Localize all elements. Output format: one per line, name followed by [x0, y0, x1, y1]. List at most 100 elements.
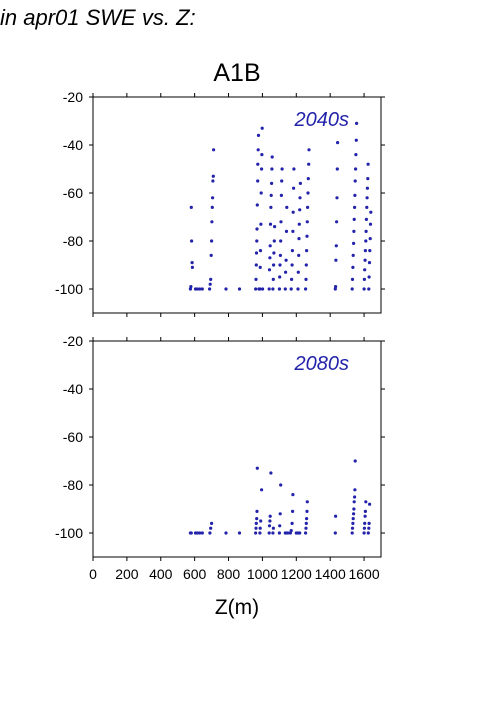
plot-frame [92, 96, 382, 314]
data-point [283, 287, 287, 291]
data-point [306, 191, 310, 195]
x-tick-label: 1400 [315, 566, 346, 582]
data-point [200, 531, 204, 535]
data-point [296, 270, 300, 274]
data-point [258, 526, 262, 530]
chart-panel-2: -20 -40 -60 -80 -100 2080s 0 200 400 600 800 1000 12… [55, 333, 385, 582]
data-point [290, 249, 294, 253]
data-point [254, 277, 258, 281]
data-point [304, 526, 308, 530]
data-point [334, 244, 338, 248]
data-point [354, 138, 358, 142]
data-point [259, 222, 263, 226]
data-point [363, 521, 367, 526]
data-point [279, 220, 283, 224]
data-point [273, 225, 277, 229]
data-point [209, 253, 213, 257]
data-point [208, 282, 212, 286]
data-point [198, 531, 202, 535]
data-point [298, 208, 302, 212]
data-point [260, 126, 264, 130]
data-point [195, 287, 199, 291]
data-point [210, 205, 214, 209]
data-point [367, 521, 371, 526]
data-point [255, 517, 259, 521]
data-point [259, 519, 263, 523]
data-point [188, 287, 192, 291]
data-point [351, 265, 355, 269]
data-point [291, 493, 295, 497]
data-point [362, 526, 366, 530]
data-point [260, 488, 264, 492]
data-point [353, 495, 357, 499]
data-point [367, 261, 372, 265]
data-point [366, 531, 370, 535]
data-point [367, 287, 371, 291]
data-point [280, 167, 284, 171]
data-point [368, 249, 372, 253]
data-point [352, 512, 356, 516]
data-point [255, 239, 259, 243]
data-point [367, 526, 371, 530]
data-point [256, 133, 261, 137]
data-point [365, 186, 369, 190]
data-point [353, 459, 357, 463]
data-point [368, 237, 372, 241]
data-point [210, 521, 214, 526]
data-point [259, 191, 263, 195]
data-point [189, 285, 193, 289]
data-point [292, 167, 296, 171]
data-point [369, 210, 373, 214]
data-point [255, 203, 259, 207]
data-point [271, 277, 275, 281]
data-point [211, 196, 215, 200]
data-point [304, 263, 308, 267]
data-point [224, 531, 228, 535]
data-point [255, 466, 259, 470]
data-point [285, 205, 289, 209]
data-point [368, 502, 372, 506]
data-point [209, 526, 213, 530]
data-point [254, 287, 258, 291]
data-point [353, 193, 357, 197]
data-point [352, 229, 356, 233]
period-label: 2040s [294, 109, 350, 131]
data-point [260, 167, 264, 171]
data-point [290, 277, 294, 281]
data-point [261, 287, 265, 291]
data-point [289, 287, 293, 291]
data-point [208, 287, 212, 291]
data-point [363, 258, 367, 262]
data-point [364, 217, 368, 221]
data-point [335, 167, 339, 171]
data-point [336, 141, 340, 145]
data-point [272, 263, 276, 267]
data-point [304, 531, 308, 535]
data-point [350, 526, 355, 530]
data-point [254, 521, 258, 526]
data-point [267, 287, 271, 291]
data-point [210, 239, 214, 243]
y-tick-label: -60 [63, 429, 83, 445]
data-point [304, 287, 308, 291]
data-point [254, 251, 259, 255]
data-point [352, 217, 356, 221]
data-point [286, 531, 290, 535]
data-point [363, 514, 367, 518]
data-point [297, 237, 301, 241]
data-point [258, 287, 262, 291]
data-point [277, 287, 281, 291]
data-point [362, 287, 366, 291]
data-point [366, 177, 370, 181]
data-point [352, 500, 356, 504]
data-point [291, 210, 295, 214]
data-point [351, 517, 355, 521]
x-tick-label: 800 [217, 566, 241, 582]
data-point [306, 205, 310, 209]
data-point [289, 529, 293, 533]
data-point [271, 526, 275, 530]
page-title: in apr01 SWE vs. Z: [0, 5, 196, 30]
data-point [278, 524, 282, 528]
data-point [280, 179, 284, 183]
x-tick-label: 600 [183, 566, 207, 582]
